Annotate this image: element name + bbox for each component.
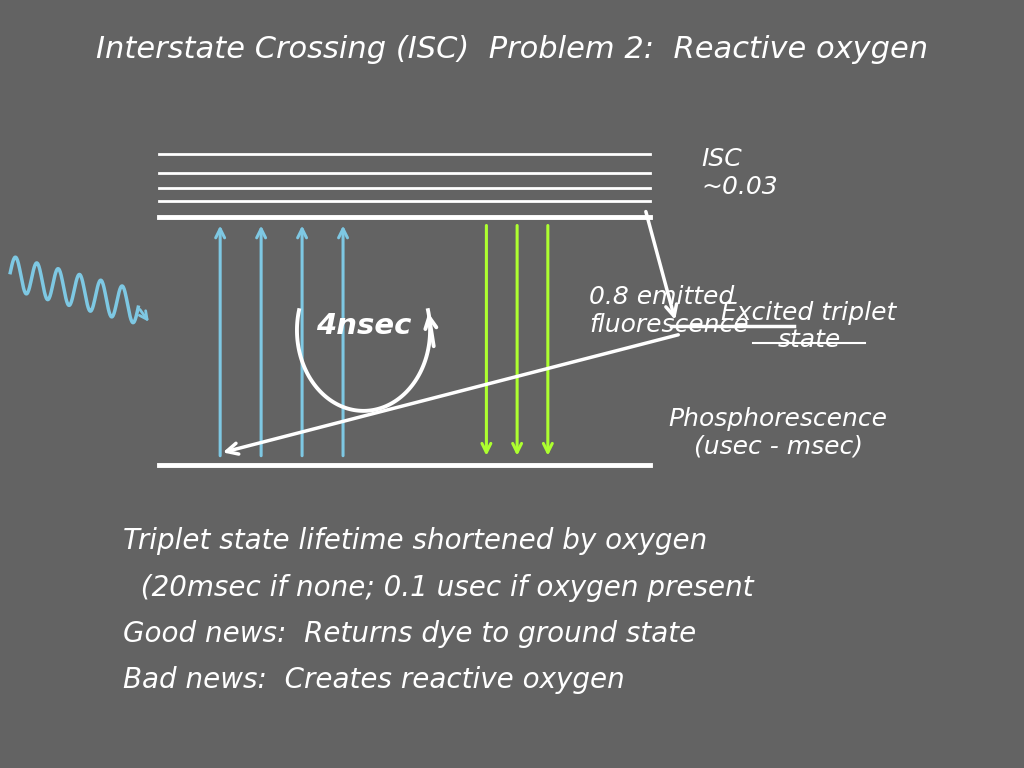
Text: Excited triplet
state: Excited triplet state [721, 300, 897, 353]
Text: ISC
~0.03: ISC ~0.03 [701, 147, 778, 199]
Text: 0.8 emitted
fluorescence: 0.8 emitted fluorescence [589, 285, 749, 337]
Text: Good news:  Returns dye to ground state: Good news: Returns dye to ground state [123, 620, 696, 647]
Text: (20msec if none; 0.1 usec if oxygen present: (20msec if none; 0.1 usec if oxygen pres… [123, 574, 754, 601]
Text: Phosphorescence
(usec - msec): Phosphorescence (usec - msec) [669, 407, 888, 458]
Text: Interstate Crossing (ISC)  Problem 2:  Reactive oxygen: Interstate Crossing (ISC) Problem 2: Rea… [96, 35, 928, 65]
Text: 4nsec: 4nsec [315, 313, 412, 340]
Text: Triplet state lifetime shortened by oxygen: Triplet state lifetime shortened by oxyg… [123, 528, 708, 555]
Text: Bad news:  Creates reactive oxygen: Bad news: Creates reactive oxygen [123, 666, 625, 694]
